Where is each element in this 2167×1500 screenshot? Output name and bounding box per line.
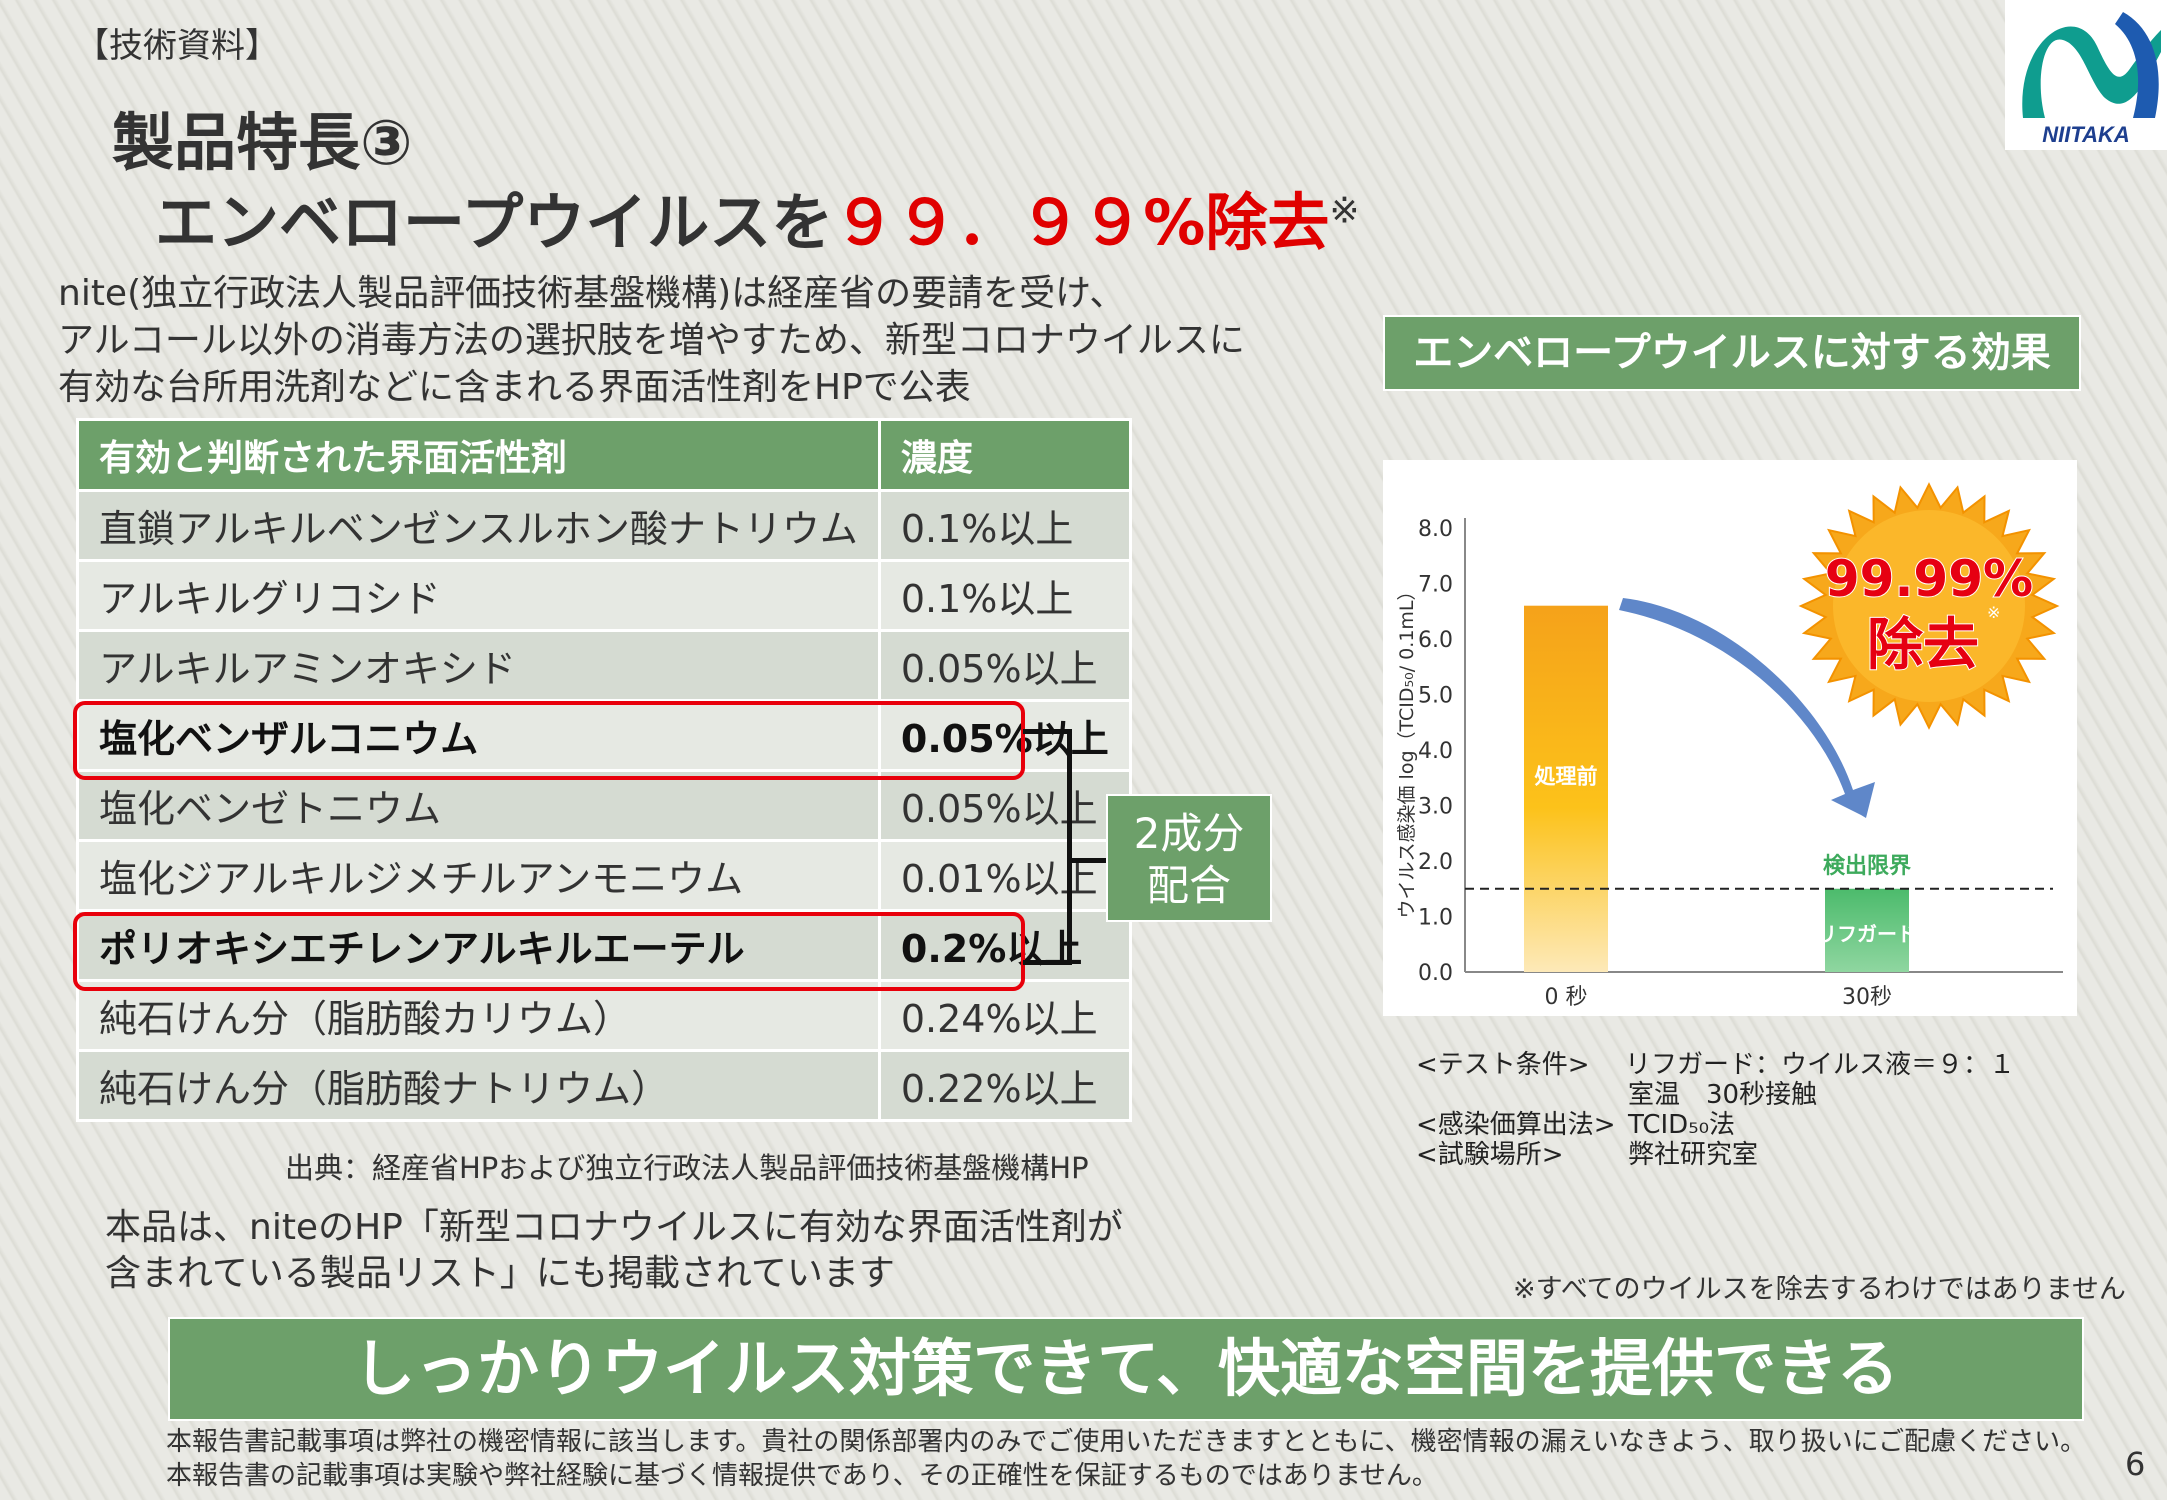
surfactant-concentration: 0.1%以上 [877,559,1132,632]
footer-line: 本報告書の記載事項は実験や弊社経験に基づく情報提供であり、その正確性を保証するも… [166,1461,1438,1491]
surfactant-name: アルキルグリコシド [76,559,881,632]
surfactant-name: 直鎖アルキルベンゼンスルホン酸ナトリウム [76,489,881,562]
surfactant-name: アルキルアミンオキシド [76,629,881,702]
header-concentration: 濃度 [877,418,1132,492]
intro-line: アルコール以外の消毒方法の選択肢を増やすため、新型コロナウイルスに [58,320,1245,361]
y-tick-label: 5.0 [1418,684,1453,709]
surfactant-name: 塩化ジアルキルジメチルアンモニウム [76,839,881,912]
surfactant-name: 塩化ベンザルコニウム [76,699,881,772]
y-tick-label: 8.0 [1418,517,1453,542]
table-header-row: 有効と判断された界面活性剤 濃度 [76,418,1132,492]
surfactant-concentration: 0.24%以上 [877,979,1132,1052]
summary-banner: しっかりウイルス対策できて、快適な空間を提供できる [168,1317,2084,1421]
highlight-box-benzalkonium [73,701,1025,780]
surfactant-concentration: 0.05%以上 [877,699,1132,772]
niitaka-logo-icon: NIITAKA [2022,12,2161,147]
table-row: 塩化ジアルキルジメチルアンモニウム 0.01%以上 [76,839,1132,912]
source-citation: 出典：経産省HPおよび独立行政法人製品評価技術基盤機構HP [285,1151,1089,1185]
chart-svg: 0.0 1.0 2.0 3.0 4.0 5.0 6.0 7.0 8.0 処理前 0 秒 リフガード 3… [1396,482,2063,1010]
virus-reduction-chart: 0.0 1.0 2.0 3.0 4.0 5.0 6.0 7.0 8.0 処理前 0 秒 リフガード 3… [1383,460,2077,1016]
surfactant-concentration: 0.1%以上 [877,489,1132,562]
page-subtitle: エンベロープウイルスを９９．９９%除去※ [155,172,1360,262]
y-tick-label: 4.0 [1418,739,1453,764]
test-place-label: <試験場所> [1416,1140,1564,1170]
y-axis-label: ウイルス感染価 log（TCID₅₀/ 0.1mL） [1396,582,1418,919]
badge-percent: 99.99% [1825,550,2033,608]
x-tick-label: 30秒 [1842,985,1892,1010]
table-row: アルキルアミンオキシド 0.05%以上 [76,629,1132,702]
y-tick-label: 2.0 [1418,850,1453,875]
intro-line: 有効な台所用洗剤などに含まれる界面活性剤をHPで公表 [58,367,971,408]
highlight-box-polyoxyethylene [73,912,1025,991]
calc-method-label: <感染価算出法> [1416,1110,1616,1140]
surfactant-name: 純石けん分（脂肪酸ナトリウム） [76,1049,881,1122]
page-title: 製品特長③ [112,106,413,179]
y-tick-label: 6.0 [1418,628,1453,653]
effect-section-title: エンベロープウイルスに対する効果 [1383,315,2081,391]
y-tick-label: 3.0 [1418,795,1453,820]
subtitle-prefix: エンベロープウイルスを [155,186,834,259]
bar [1524,605,1608,972]
badge-removal: 除去 [1867,613,1979,678]
document-tag: 【技術資料】 [75,26,279,66]
intro-text: nite(独立行政法人製品評価技術基盤機構)は経産省の要請を受け、 アルコール以… [58,270,1245,411]
table-row: 純石けん分（脂肪酸カリウム） 0.24%以上 [76,979,1132,1052]
test-conditions-value: リフガード：ウイルス液＝９：１ [1625,1050,2016,1080]
combo-line: 2成分 [1133,809,1245,858]
bar [1825,888,1909,972]
starburst-core [1833,510,2025,702]
bar-label: リフガード [1817,922,1917,946]
surfactant-name: 純石けん分（脂肪酸カリウム） [76,979,881,1052]
table-row: 直鎖アルキルベンゼンスルホン酸ナトリウム 0.1%以上 [76,489,1132,562]
detection-limit-label: 検出限界 [1823,854,1911,879]
confidentiality-footer: 本報告書記載事項は弊社の機密情報に該当します。貴社の関係部署内のみでご使用いただ… [166,1425,2086,1493]
virus-disclaimer: ※すべてのウイルスを除去するわけではありません [1513,1274,2126,1305]
company-logo: NIITAKA [2005,0,2167,150]
surfactant-concentration: 0.05%以上 [877,629,1132,702]
test-place-value: 弊社研究室 [1628,1140,1759,1170]
starburst-badge: 99.99% 除去 ※ [1798,482,2060,730]
test-conditions-value-2: 室温 30秒接触 [1628,1080,1818,1110]
table-row: 純石けん分（脂肪酸ナトリウム） 0.22%以上 [76,1049,1132,1122]
table-row-highlighted: 塩化ベンザルコニウム 0.05%以上 [76,699,1132,772]
two-component-label: 2成分 配合 [1106,794,1272,922]
combination-bracket [1023,729,1072,965]
table-row: アルキルグリコシド 0.1%以上 [76,559,1132,632]
y-tick-label: 7.0 [1418,573,1453,598]
subtitle-mark: ※ [1329,190,1360,232]
subtitle-highlight: ９９．９９%除去 [833,186,1330,259]
reduction-arrow-icon [1619,598,1875,818]
surfactant-concentration: 0.05%以上 [877,769,1132,842]
intro-line: nite(独立行政法人製品評価技術基盤機構)は経産省の要請を受け、 [58,273,1126,314]
combo-line: 配合 [1146,861,1231,910]
footer-line: 本報告書記載事項は弊社の機密情報に該当します。貴社の関係部署内のみでご使用いただ… [166,1427,2087,1457]
y-tick-label: 1.0 [1418,906,1453,931]
page-number: 6 [2125,1445,2146,1483]
surfactant-concentration: 0.01%以上 [877,839,1132,912]
listing-note: 本品は、niteのHP「新型コロナウイルスに有効な界面活性剤が 含まれている製品… [105,1205,1123,1297]
logo-text: NIITAKA [2042,122,2130,147]
y-tick-label: 0.0 [1418,961,1453,986]
note-line: 本品は、niteのHP「新型コロナウイルスに有効な界面活性剤が [105,1207,1123,1248]
badge-mark: ※ [1987,603,2000,622]
note-line: 含まれている製品リスト」にも掲載されています [105,1253,895,1294]
table-row: 塩化ベンゼトニウム 0.05%以上 [76,769,1132,842]
bar-label: 処理前 [1535,764,1598,788]
calc-method-value: TCID₅₀法 [1628,1110,1736,1140]
surfactant-name: 塩化ベンゼトニウム [76,769,881,842]
header-surfactant: 有効と判断された界面活性剤 [76,418,881,492]
test-conditions-label: <テスト条件> [1416,1050,1590,1080]
surfactant-concentration: 0.22%以上 [877,1049,1132,1122]
bracket-connector [1072,858,1108,863]
x-tick-label: 0 秒 [1545,985,1588,1010]
